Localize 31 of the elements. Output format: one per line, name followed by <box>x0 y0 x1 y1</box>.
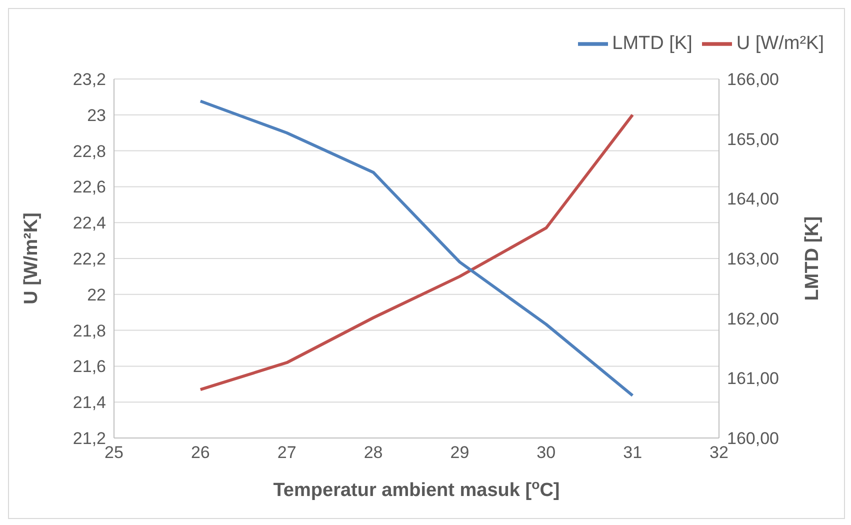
legend-label: LMTD [K] <box>612 33 692 54</box>
legend-label: U [W/m²K] <box>736 33 824 54</box>
x-tick-label: 25 <box>104 443 124 462</box>
y2-tick-label: 165,00 <box>727 130 779 149</box>
y2-tick-label: 162,00 <box>727 309 779 328</box>
y-tick-label: 21,2 <box>72 429 106 448</box>
y-tick-label: 22,6 <box>72 178 106 197</box>
y-tick-label: 22 <box>87 285 106 304</box>
y2-tick-label: 166,00 <box>727 70 779 90</box>
y2-tick-label: 163,00 <box>727 250 779 269</box>
y-tick-label: 22,2 <box>72 250 106 269</box>
y-tick-label: 23 <box>87 106 106 125</box>
y-tick-label: 21,4 <box>72 393 106 412</box>
x-tick-label: 28 <box>364 443 383 462</box>
y2-tick-label: 164,00 <box>727 190 779 209</box>
y-axis-title: U [W/m²K] <box>21 212 42 304</box>
y2-tick-label: 161,00 <box>727 369 779 388</box>
x-tick-label: 29 <box>450 443 470 462</box>
y2-axis-title: LMTD [K] <box>802 216 823 301</box>
y-tick-label: 21,8 <box>72 321 106 340</box>
y-tick-label: 21,6 <box>72 357 106 376</box>
x-tick-label: 30 <box>536 443 556 462</box>
y2-tick-label: 160,00 <box>727 429 779 448</box>
y-tick-label: 22,8 <box>72 142 106 161</box>
x-tick-label: 26 <box>190 443 210 462</box>
x-axis-title: Temperatur ambient masuk [$^{o}$C] <box>273 476 560 501</box>
y-tick-label: 22,4 <box>72 214 106 233</box>
x-tick-label: 27 <box>277 443 296 462</box>
x-tick-label: 32 <box>710 443 728 462</box>
y-tick-label: 23,2 <box>72 70 106 90</box>
x-tick-label: 31 <box>623 443 642 462</box>
